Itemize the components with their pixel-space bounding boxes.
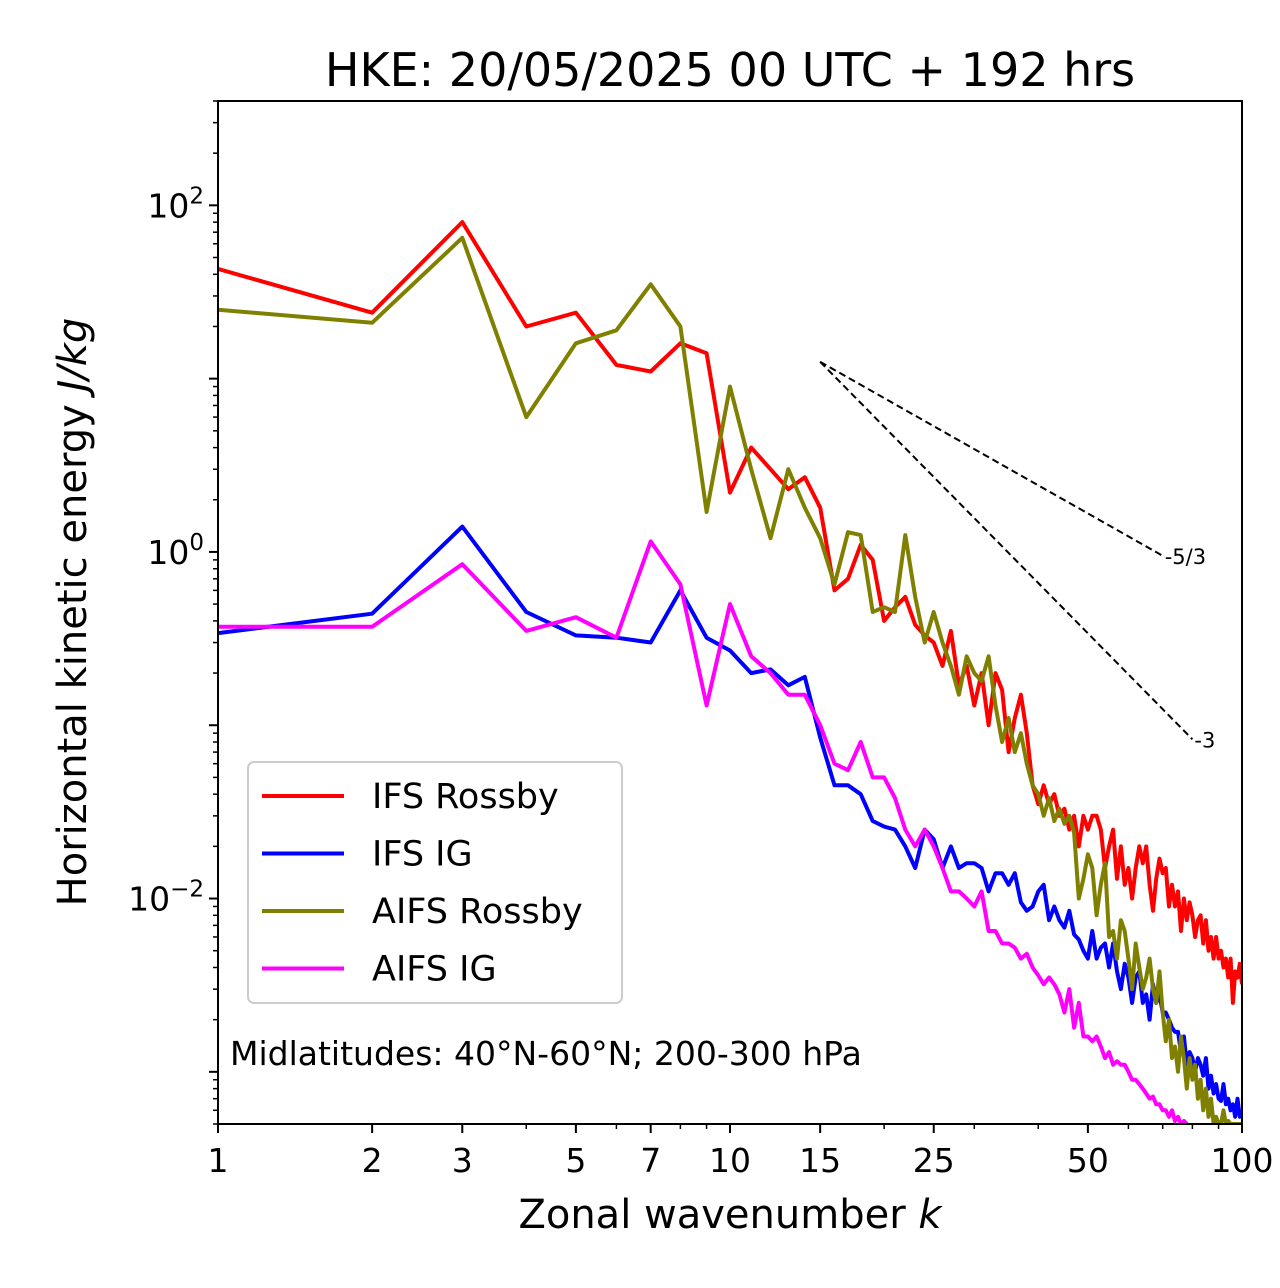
y-axis-label: Horizontal kinetic energy J/kg bbox=[50, 318, 96, 907]
reference-slope-lines: -5/3 -3 bbox=[819, 360, 1215, 752]
y-tick-label: 100 bbox=[147, 530, 204, 572]
series-line-ifs-ig bbox=[218, 524, 1242, 1119]
legend-label: IFS Rossby bbox=[372, 777, 559, 817]
series-lines bbox=[218, 220, 1242, 1124]
x-tick-label: 50 bbox=[1067, 1141, 1109, 1180]
legend: IFS Rossby IFS IG AIFS Rossby AIFS IG bbox=[247, 761, 623, 1004]
x-tick-label: 2 bbox=[362, 1141, 383, 1180]
x-tick-label: 25 bbox=[913, 1141, 955, 1180]
x-tick-label: 15 bbox=[799, 1141, 841, 1180]
plot-frame bbox=[217, 100, 1243, 1125]
series-line-ifs-rossby bbox=[218, 220, 1242, 1005]
y-tick-label: 102 bbox=[147, 183, 204, 225]
x-axis-label: Zonal wavenumber k bbox=[518, 1192, 943, 1238]
region-annotation: Midlatitudes: 40°N-60°N; 200-300 hPa bbox=[230, 1034, 862, 1073]
legend-label: AIFS IG bbox=[372, 950, 497, 990]
series-line-aifs-ig bbox=[218, 539, 1189, 1124]
legend-box bbox=[247, 761, 623, 1004]
x-tick-label: 7 bbox=[640, 1141, 661, 1180]
chart-title: HKE: 20/05/2025 00 UTC + 192 hrs bbox=[325, 43, 1135, 97]
reference-line-3 bbox=[819, 361, 1194, 740]
x-tick-label: 5 bbox=[565, 1141, 586, 1180]
y-axis: 102 100 10−2 bbox=[128, 100, 218, 1125]
x-tick-label: 1 bbox=[208, 1141, 229, 1180]
y-tick-label: 10−2 bbox=[128, 877, 204, 919]
series-line-aifs-rossby bbox=[218, 235, 1242, 1124]
legend-entries: IFS Rossby IFS IG AIFS Rossby AIFS IG bbox=[262, 777, 583, 990]
x-tick-label: 3 bbox=[452, 1141, 473, 1180]
x-tick-label: 10 bbox=[709, 1141, 751, 1180]
reference-label: -5/3 bbox=[1165, 545, 1206, 569]
x-tick-label: 100 bbox=[1211, 1141, 1274, 1180]
legend-label: IFS IG bbox=[372, 835, 473, 875]
legend-label: AIFS Rossby bbox=[372, 892, 583, 932]
reference-label: -3 bbox=[1194, 728, 1215, 752]
